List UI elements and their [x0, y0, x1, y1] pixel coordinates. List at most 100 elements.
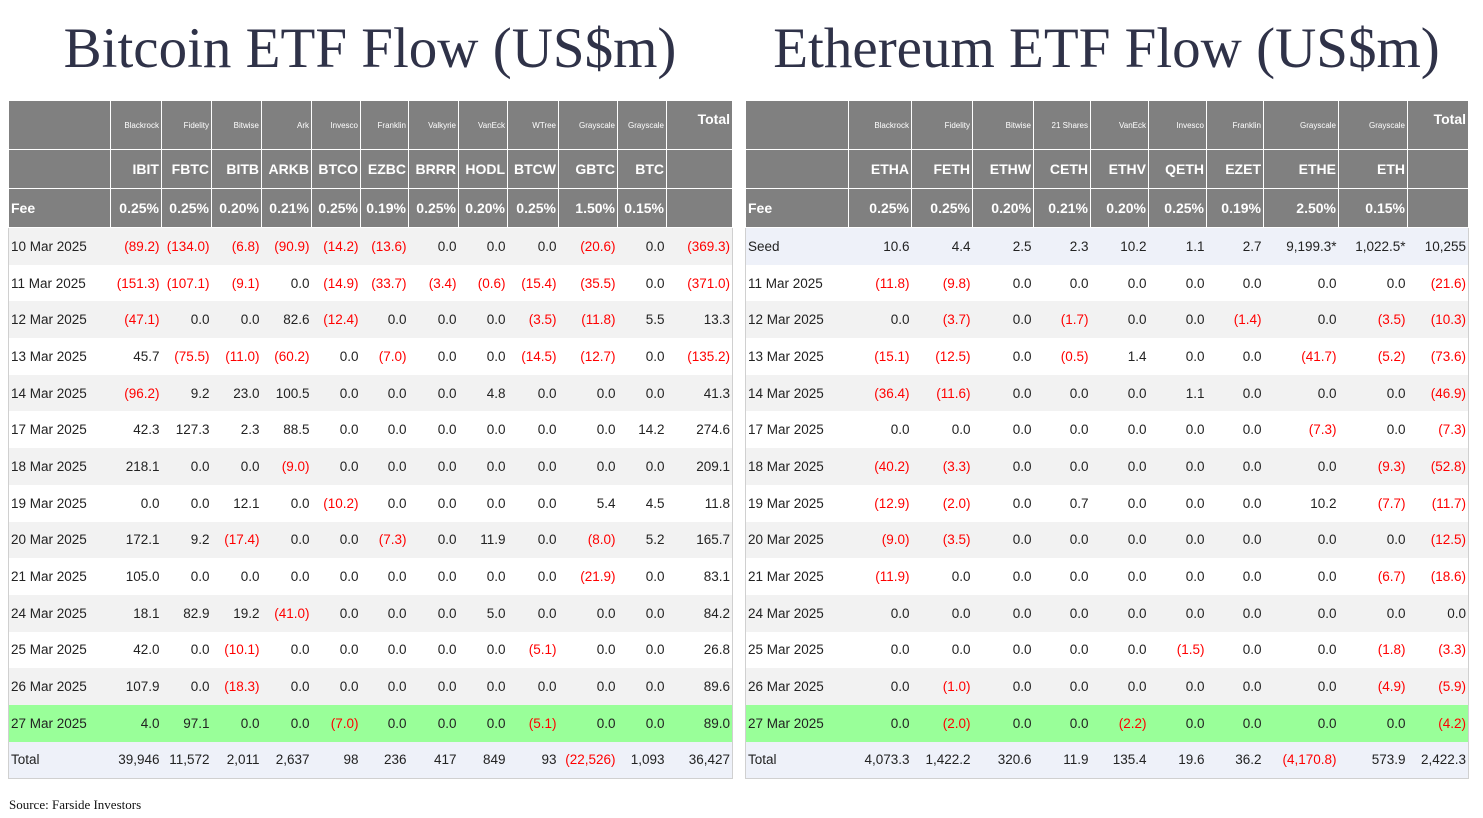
flow-value: 236 [360, 741, 409, 779]
flow-value: (1.8) [1338, 631, 1408, 669]
row-label: 26 Mar 2025 [745, 668, 849, 705]
flow-value: 0.0 [360, 594, 409, 632]
flow-value: 0.0 [911, 594, 973, 632]
flow-value: (11.7) [1407, 484, 1469, 522]
flow-value: 0.0 [1338, 594, 1408, 632]
flow-value: 0.0 [311, 338, 361, 375]
flow-value: (8.0) [558, 521, 618, 559]
row-label: 17 Mar 2025 [8, 411, 111, 449]
flow-value: (7.0) [360, 338, 409, 375]
flow-value: (9.8) [911, 264, 973, 302]
flow-row: 25 Mar 2025 0.0 0.0 0.0 0.0 0.0 (1.5) 0.0 0.0 (1.… [745, 631, 1469, 669]
ticker: EZET [1206, 149, 1264, 189]
flow-value: 10.2 [1090, 227, 1149, 265]
flow-value: 0.0 [1263, 668, 1339, 705]
flow-row: 17 Mar 2025 0.0 0.0 0.0 0.0 0.0 0.0 0.0 (7.3) 0.0… [745, 411, 1469, 449]
flow-value: (3.5) [911, 521, 973, 559]
row-label: 20 Mar 2025 [745, 521, 849, 559]
flow-value: 0.0 [1033, 264, 1091, 302]
row-label: 27 Mar 2025 [8, 704, 111, 742]
row-label: 25 Mar 2025 [8, 631, 111, 669]
flow-value: 172.1 [110, 521, 162, 559]
flow-value: 0.0 [211, 448, 262, 485]
flow-value: 1.4 [1090, 338, 1149, 375]
flow-value: (7.3) [1263, 411, 1339, 449]
flow-value: 88.5 [261, 411, 312, 449]
flow-value: (5.1) [507, 631, 559, 669]
flow-value: 0.0 [408, 558, 459, 595]
flow-value: 0.0 [1090, 668, 1149, 705]
row-label: 17 Mar 2025 [745, 411, 849, 449]
flow-value: 100.5 [261, 374, 312, 412]
flow-value: 0.0 [311, 631, 361, 669]
flow-value: (3.3) [911, 448, 973, 485]
flow-value: 0.0 [1263, 558, 1339, 595]
flow-value: 11,572 [161, 741, 212, 779]
row-label: 11 Mar 2025 [745, 264, 849, 302]
flow-value: (3.5) [1338, 301, 1408, 339]
flow-value: 0.0 [972, 374, 1034, 412]
flow-value: (4,170.8) [1263, 741, 1339, 779]
flow-value: 320.6 [972, 741, 1034, 779]
issuer-name: Invesco [1148, 100, 1207, 150]
flow-value: 573.9 [1338, 741, 1408, 779]
flow-value: 0.0 [848, 301, 912, 339]
flow-value: 5.5 [617, 301, 667, 339]
ticker: ETHE [1263, 149, 1339, 189]
flow-value: 127.3 [161, 411, 212, 449]
flow-value: 0.0 [558, 704, 618, 742]
flow-value: 0.0 [161, 301, 212, 339]
flow-value: 0.0 [1206, 264, 1264, 302]
flow-value: 0.0 [617, 374, 667, 412]
flow-value: 11.8 [666, 484, 733, 522]
flow-value: 0.7 [1033, 484, 1091, 522]
flow-value: (12.5) [911, 338, 973, 375]
header-blank [1407, 188, 1469, 228]
flow-value: (35.5) [558, 264, 618, 302]
flow-row: 17 Mar 2025 42.3 127.3 2.3 88.5 0.0 0.0 0.0 0.0 0… [8, 411, 733, 449]
flow-value: (9.0) [848, 521, 912, 559]
flow-value: 0.0 [1148, 338, 1207, 375]
flow-value: 0.0 [408, 484, 459, 522]
row-label: 26 Mar 2025 [8, 668, 111, 705]
ticker: BTCO [311, 149, 361, 189]
flow-value: 84.2 [666, 594, 733, 632]
ticker-row: ETHA FETH ETHW CETH ETHV QETH EZET ETHE ETH [745, 149, 1469, 189]
fee: 0.25% [507, 188, 559, 228]
flow-value: 0.0 [1206, 448, 1264, 485]
ticker: ETHA [848, 149, 912, 189]
flow-value: 849 [458, 741, 508, 779]
flow-value: 0.0 [1263, 594, 1339, 632]
flow-row: 18 Mar 2025 (40.2) (3.3) 0.0 0.0 0.0 0.0 0.0 0.0… [745, 448, 1469, 485]
flow-row: Total 39,946 11,572 2,011 2,637 98 236 417 849 93… [8, 741, 733, 779]
fee: 0.15% [617, 188, 667, 228]
flow-value: (14.5) [507, 338, 559, 375]
flow-row: 26 Mar 2025 107.9 0.0 (18.3) 0.0 0.0 0.0 0.0 0.0… [8, 668, 733, 705]
flow-value: 0.0 [1148, 704, 1207, 742]
flow-value: 89.6 [666, 668, 733, 705]
flow-row: 11 Mar 2025 (151.3) (107.1) (9.1) 0.0 (14.9)(… [8, 264, 733, 302]
flow-value: (134.0) [161, 227, 212, 265]
flow-row: 26 Mar 2025 0.0 (1.0) 0.0 0.0 0.0 0.0 0.0 0.0 (4.… [745, 668, 1469, 705]
flow-value: 0.0 [1090, 521, 1149, 559]
fee: 0.20% [972, 188, 1034, 228]
flow-row: Total 4,073.3 1,422.2 320.6 11.9 135.4 19.6 36.… [745, 741, 1469, 779]
header-blank [666, 149, 733, 189]
flow-value: (1.7) [1033, 301, 1091, 339]
flow-value: 0.0 [161, 631, 212, 669]
flow-value: (21.9) [558, 558, 618, 595]
flow-value: (4.2) [1407, 704, 1469, 742]
flow-value: 0.0 [408, 521, 459, 559]
flow-value: 0.0 [617, 668, 667, 705]
flow-value: 0.0 [1206, 484, 1264, 522]
flow-value: 89.0 [666, 704, 733, 742]
flow-value: 18.1 [110, 594, 162, 632]
flow-row: 13 Mar 2025 (15.1) (12.5) 0.0 (0.5) 1.4 0.0 0.0… [745, 338, 1469, 375]
flow-value: (9.1) [211, 264, 262, 302]
flow-value: 0.0 [1033, 374, 1091, 412]
flow-value: 5.4 [558, 484, 618, 522]
flow-value: (3.7) [911, 301, 973, 339]
flow-value: 274.6 [666, 411, 733, 449]
flow-value: 0.0 [1263, 521, 1339, 559]
